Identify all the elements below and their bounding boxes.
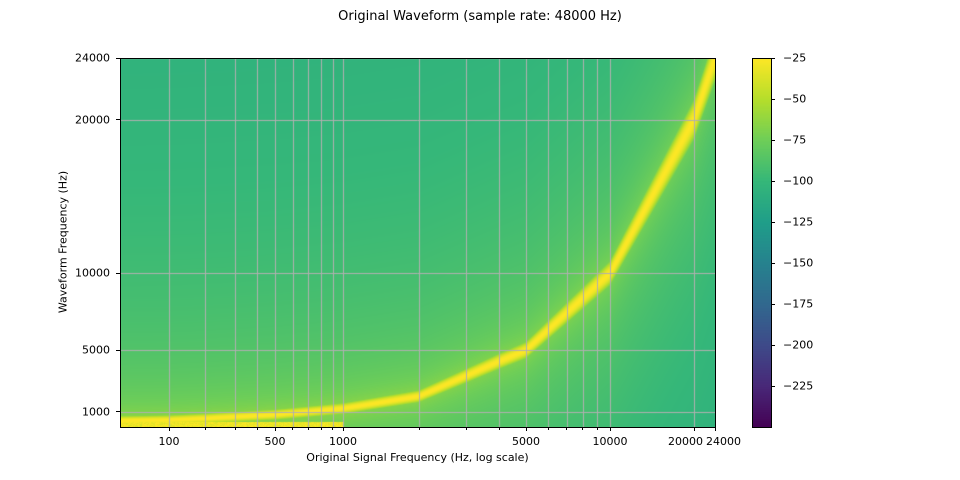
colorbar-tick-mark (771, 139, 775, 141)
colorbar-tick-mark (771, 221, 775, 223)
x-tick-label: 20000 (668, 435, 703, 448)
colorbar-tick-label: −25 (783, 51, 807, 65)
x-tick-mark (609, 427, 611, 431)
x-minor-tick-mark (582, 427, 584, 430)
x-tick-label: 100 (158, 435, 180, 448)
y-tick-mark (116, 349, 120, 351)
colorbar-tick-label: −175 (783, 297, 814, 311)
colorbar-tick-label: −100 (783, 174, 814, 188)
x-minor-tick-mark (320, 427, 322, 430)
colorbar (752, 58, 771, 427)
colorbar-tick-mark (771, 98, 775, 100)
colorbar-tick-mark (771, 303, 775, 305)
x-tick-mark (525, 427, 527, 431)
x-axis-label: Original Signal Frequency (Hz, log scale… (306, 451, 529, 464)
plot-frame (120, 58, 716, 428)
x-minor-tick-mark (204, 427, 206, 430)
y-tick-label: 10000 (75, 266, 110, 280)
x-minor-tick-mark (566, 427, 568, 430)
x-tick-mark (693, 427, 695, 431)
x-minor-tick-mark (418, 427, 420, 430)
x-tick-mark (168, 427, 170, 431)
chart-title: Original Waveform (sample rate: 48000 Hz… (338, 9, 622, 24)
colorbar-tick-label: −225 (783, 379, 814, 393)
y-tick-mark (116, 119, 120, 120)
colorbar-tick-label: −75 (783, 133, 807, 147)
y-tick-mark (116, 57, 120, 59)
colorbar-tick-mark (771, 262, 775, 264)
colorbar-tick-label: −50 (783, 92, 807, 106)
x-tick-label: 1000 (329, 435, 357, 448)
x-tick-mark (714, 427, 716, 431)
colorbar-frame (752, 58, 772, 428)
x-tick-label: 5000 (512, 435, 540, 448)
y-tick-label: 1000 (82, 405, 110, 419)
colorbar-tick-mark (771, 57, 775, 59)
colorbar-tick-label: −150 (783, 256, 814, 270)
colorbar-tick-label: −200 (783, 338, 814, 352)
y-axis-label: Waveform Frequency (Hz) (56, 170, 70, 314)
x-tick-label: 24000 (706, 435, 741, 448)
y-tick-label: 20000 (75, 113, 110, 126)
x-minor-tick-mark (547, 427, 549, 430)
x-tick-label: 500 (264, 435, 286, 448)
x-minor-tick-mark (465, 427, 467, 430)
x-tick-mark (342, 427, 344, 431)
colorbar-tick-mark (771, 344, 775, 346)
y-tick-mark (116, 411, 120, 413)
x-minor-tick-mark (498, 427, 500, 430)
x-minor-tick-mark (332, 427, 334, 430)
colorbar-tick-label: −125 (783, 215, 814, 229)
x-minor-tick-mark (292, 427, 294, 430)
x-minor-tick-mark (307, 427, 309, 430)
x-minor-tick-mark (234, 427, 236, 430)
y-tick-mark (116, 272, 120, 274)
y-tick-label: 5000 (82, 343, 110, 357)
x-minor-tick-mark (256, 427, 258, 430)
y-tick-label: 24000 (75, 51, 110, 65)
colorbar-tick-mark (771, 180, 775, 182)
spectrogram-heatmap (120, 58, 715, 427)
colorbar-tick-mark (771, 385, 775, 387)
x-minor-tick-mark (596, 427, 598, 430)
x-tick-label: 10000 (592, 435, 628, 448)
x-tick-mark (274, 427, 276, 431)
